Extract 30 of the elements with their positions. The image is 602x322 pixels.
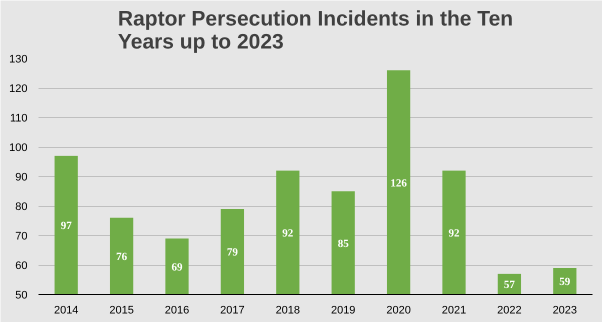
x-tick-label: 2015 bbox=[109, 304, 134, 316]
data-label: 76 bbox=[116, 251, 128, 264]
y-tick-label: 60 bbox=[15, 260, 28, 272]
y-tick-label: 100 bbox=[9, 142, 28, 154]
x-tick-label: 2023 bbox=[552, 304, 578, 316]
x-tick-label: 2018 bbox=[276, 304, 300, 316]
x-tick-label: 2017 bbox=[220, 304, 245, 316]
data-label: 97 bbox=[60, 220, 72, 232]
x-tick-label: 2014 bbox=[54, 304, 78, 316]
chart-title: Raptor Persecution Incidents in the Ten Years up to 2023 bbox=[118, 8, 514, 54]
x-tick-label: 2022 bbox=[497, 304, 522, 316]
data-label: 92 bbox=[282, 228, 294, 240]
data-label: 85 bbox=[338, 238, 350, 250]
y-tick-label: 50 bbox=[15, 290, 28, 302]
data-label: 92 bbox=[448, 228, 460, 240]
y-tick-label: 70 bbox=[15, 230, 28, 242]
y-tick-label: 80 bbox=[15, 201, 28, 213]
data-label: 57 bbox=[504, 279, 516, 292]
x-tick-label: 2021 bbox=[442, 304, 466, 316]
data-label: 126 bbox=[390, 177, 408, 190]
data-label: 79 bbox=[226, 246, 238, 259]
y-tick-label: 130 bbox=[9, 54, 28, 66]
data-label: 59 bbox=[559, 276, 571, 288]
data-label: 69 bbox=[172, 261, 183, 274]
y-tick-label: 110 bbox=[10, 112, 28, 124]
x-tick-label: 2020 bbox=[386, 304, 411, 316]
x-tick-label: 2019 bbox=[330, 304, 356, 316]
y-tick-label: 120 bbox=[9, 83, 28, 95]
x-tick-label: 2016 bbox=[164, 304, 190, 316]
y-tick-label: 90 bbox=[15, 172, 28, 184]
